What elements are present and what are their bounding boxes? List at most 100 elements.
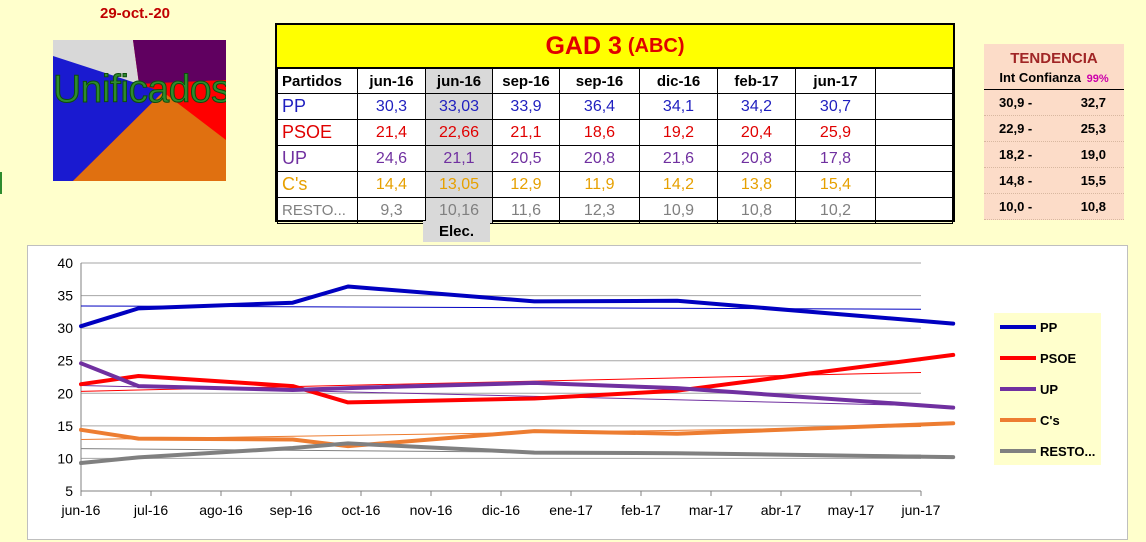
x-tick-label: nov-16 [410, 502, 453, 518]
table-title-suffix: (ABC) [627, 34, 685, 57]
table-cell: 20,8 [717, 145, 796, 172]
trend-low: 22,9 - [999, 121, 1033, 136]
table-cell: 12,3 [559, 197, 640, 224]
trend-high: 25,3 [1080, 121, 1106, 136]
table-cell: 20,5 [492, 145, 560, 172]
table-cell: 10,9 [639, 197, 718, 224]
table-cell: 17,8 [795, 145, 876, 172]
poll-grid: Partidos jun-16 jun-16 sep-16 sep-16 dic-16 fe… [277, 68, 953, 224]
table-cell: 21,1 [492, 119, 560, 146]
trend-subtitle-text: Int Confianza [999, 70, 1081, 85]
table-cell: 24,6 [357, 145, 426, 172]
party-name: RESTO... [277, 197, 358, 224]
y-tick-label: 40 [57, 255, 73, 271]
trend-row: 10,0 - 10,8 [984, 194, 1124, 220]
table-cell: 21,6 [639, 145, 718, 172]
series-line-cs [79, 421, 956, 449]
header-date: jun-17 [795, 68, 876, 94]
x-tick-label: jun-17 [901, 502, 941, 518]
trend-confidence: 99% [1086, 73, 1109, 85]
y-tick-label: 30 [57, 320, 73, 336]
x-tick-label: sep-16 [270, 502, 313, 518]
y-tick-label: 15 [57, 418, 73, 434]
table-cell: 15,4 [795, 171, 876, 198]
trend-row: 18,2 - 19,0 [984, 142, 1124, 168]
table-cell: 13,8 [717, 171, 796, 198]
legend-label: UP [1040, 382, 1058, 397]
legend-label: C's [1040, 413, 1060, 428]
table-cell: 10,8 [717, 197, 796, 224]
party-name: PSOE [277, 119, 358, 146]
table-cell: 10,2 [795, 197, 876, 224]
x-tick-label: abr-17 [761, 502, 802, 518]
trend-row: 22,9 - 25,3 [984, 116, 1124, 142]
table-row: UP 24,6 21,1 20,5 20,8 21,6 20,8 17,8 [277, 145, 953, 172]
header-date: dic-16 [639, 68, 718, 94]
table-cell: 10,16 [425, 197, 493, 224]
table-cell: 20,4 [717, 119, 796, 146]
y-tick-label: 10 [57, 450, 73, 466]
trend-panel: TENDENCIA Int Confianza 99% 30,9 - 32,7 22… [984, 44, 1124, 220]
trend-rows: 30,9 - 32,7 22,9 - 25,3 18,2 - 19,0 14,8 - 15,5… [984, 90, 1124, 220]
trend-high: 10,8 [1080, 199, 1106, 214]
header-date: jun-16 [357, 68, 426, 94]
trend-high: 15,5 [1080, 173, 1106, 188]
trend-row: 30,9 - 32,7 [984, 90, 1124, 116]
x-tick-label: ago-16 [199, 502, 243, 518]
y-tick-label: 20 [57, 385, 73, 401]
table-row: C's 14,4 13,05 12,9 11,9 14,2 13,8 15,4 [277, 171, 953, 198]
table-cell: 14,2 [639, 171, 718, 198]
date-label: 29-oct.-20 [100, 5, 171, 22]
x-tick-label: ene-17 [549, 502, 593, 518]
header-date: sep-16 [559, 68, 640, 94]
table-cell: 18,6 [559, 119, 640, 146]
table-cell: 34,2 [717, 93, 796, 120]
header-partidos: Partidos [277, 68, 358, 94]
y-tick-label: 35 [57, 288, 73, 304]
table-row: PSOE 21,4 22,66 21,1 18,6 19,2 20,4 25,9 [277, 119, 953, 146]
x-tick-label: oct-16 [342, 502, 381, 518]
elec-label: Elec. [423, 221, 490, 242]
table-cell: 22,66 [425, 119, 493, 146]
x-tick-label: jul-16 [133, 502, 168, 518]
table-cell: 11,9 [559, 171, 640, 198]
table-title-text: GAD 3 [545, 31, 622, 60]
trend-row: 14,8 - 15,5 [984, 168, 1124, 194]
legend-label: PP [1040, 320, 1058, 335]
trend-low: 18,2 - [999, 147, 1033, 162]
trend-low: 14,8 - [999, 173, 1033, 188]
x-tick-label: jun-16 [61, 502, 101, 518]
table-cell: 11,6 [492, 197, 560, 224]
party-name: C's [277, 171, 358, 198]
table-title: GAD 3 (ABC) [277, 25, 953, 68]
trend-title: TENDENCIA [1010, 50, 1098, 67]
trend-low: 10,0 - [999, 199, 1033, 214]
x-tick-label: dic-16 [482, 502, 520, 518]
party-name: PP [277, 93, 358, 120]
table-cell-empty [875, 119, 953, 146]
trend-divider [984, 89, 1124, 90]
trend-high: 19,0 [1080, 147, 1106, 162]
x-tick-label: feb-17 [621, 502, 661, 518]
series-line-resto [79, 441, 956, 465]
legend-label: RESTO... [1040, 444, 1095, 459]
legend-label: PSOE [1040, 351, 1076, 366]
table-cell: 25,9 [795, 119, 876, 146]
header-empty [875, 68, 953, 94]
table-cell-empty [875, 145, 953, 172]
table-cell: 33,9 [492, 93, 560, 120]
logo-text: Unificados [53, 68, 226, 112]
trend-low: 30,9 - [999, 95, 1033, 110]
table-cell: 19,2 [639, 119, 718, 146]
unificados-logo: Unificados [53, 40, 226, 181]
table-cell: 33,03 [425, 93, 493, 120]
x-tick-label: mar-17 [689, 502, 734, 518]
table-cell-empty [875, 197, 953, 224]
table-cell: 20,8 [559, 145, 640, 172]
poll-table: GAD 3 (ABC) Partidos jun-16 jun-16 sep-16 se… [275, 23, 955, 224]
y-tick-label: 25 [57, 353, 73, 369]
header-date: jun-16 [425, 68, 493, 94]
table-cell: 21,1 [425, 145, 493, 172]
series-line-up [79, 361, 956, 410]
table-cell: 14,4 [357, 171, 426, 198]
